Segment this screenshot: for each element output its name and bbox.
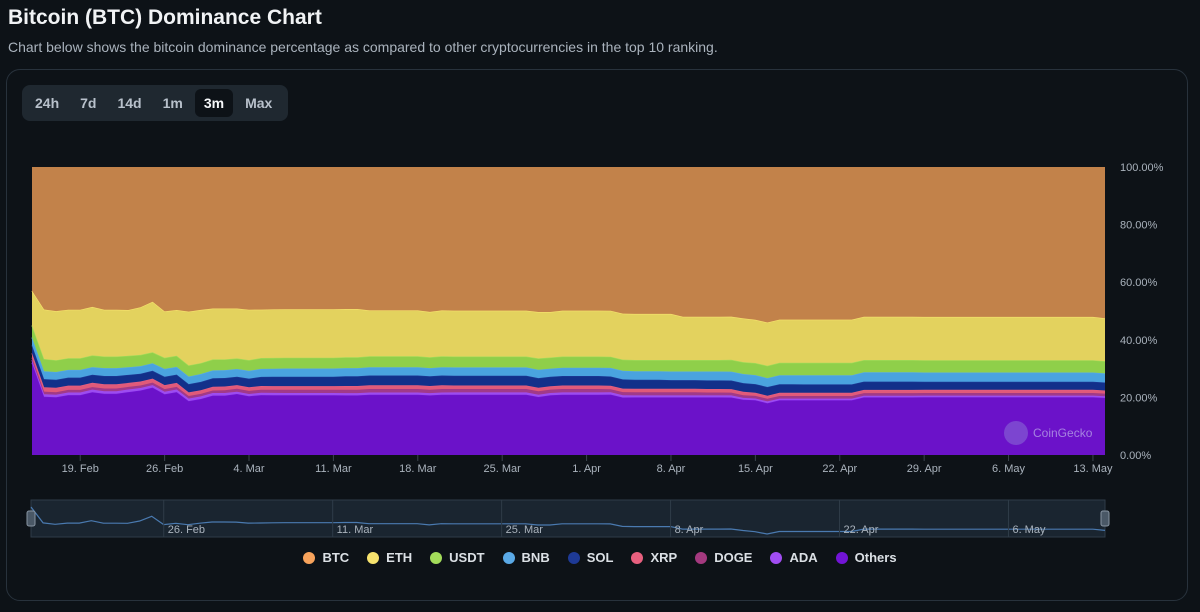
legend-label: DOGE	[714, 550, 752, 565]
range-tab-7d[interactable]: 7d	[71, 89, 105, 117]
legend-label: Others	[855, 550, 897, 565]
legend-dot-icon	[568, 552, 580, 564]
legend-label: BNB	[522, 550, 550, 565]
range-tab-max[interactable]: Max	[236, 89, 281, 117]
legend-dot-icon	[503, 552, 515, 564]
legend-dot-icon	[303, 552, 315, 564]
legend-dot-icon	[770, 552, 782, 564]
legend-label: BTC	[322, 550, 349, 565]
legend-label: ETH	[386, 550, 412, 565]
legend-dot-icon	[367, 552, 379, 564]
legend-item-doge[interactable]: DOGE	[695, 550, 752, 565]
legend-item-bnb[interactable]: BNB	[503, 550, 550, 565]
legend-item-xrp[interactable]: XRP	[631, 550, 677, 565]
legend: BTC ETH USDT BNB SOL XRP DOGE ADA Others	[0, 550, 1200, 565]
legend-item-ada[interactable]: ADA	[770, 550, 817, 565]
range-tab-24h[interactable]: 24h	[26, 89, 68, 117]
legend-item-eth[interactable]: ETH	[367, 550, 412, 565]
legend-item-usdt[interactable]: USDT	[430, 550, 484, 565]
legend-dot-icon	[430, 552, 442, 564]
range-tab-1m[interactable]: 1m	[154, 89, 192, 117]
page-subtitle: Chart below shows the bitcoin dominance …	[8, 39, 718, 55]
legend-item-btc[interactable]: BTC	[303, 550, 349, 565]
legend-item-sol[interactable]: SOL	[568, 550, 614, 565]
chart-card	[6, 69, 1188, 601]
range-tab-3m[interactable]: 3m	[195, 89, 233, 117]
legend-label: USDT	[449, 550, 484, 565]
range-tabs: 24h 7d 14d 1m 3m Max	[22, 85, 288, 121]
page-title: Bitcoin (BTC) Dominance Chart	[8, 6, 322, 30]
legend-dot-icon	[836, 552, 848, 564]
legend-label: XRP	[650, 550, 677, 565]
range-tab-14d[interactable]: 14d	[108, 89, 150, 117]
legend-dot-icon	[631, 552, 643, 564]
legend-label: ADA	[789, 550, 817, 565]
legend-dot-icon	[695, 552, 707, 564]
legend-item-others[interactable]: Others	[836, 550, 897, 565]
legend-label: SOL	[587, 550, 614, 565]
